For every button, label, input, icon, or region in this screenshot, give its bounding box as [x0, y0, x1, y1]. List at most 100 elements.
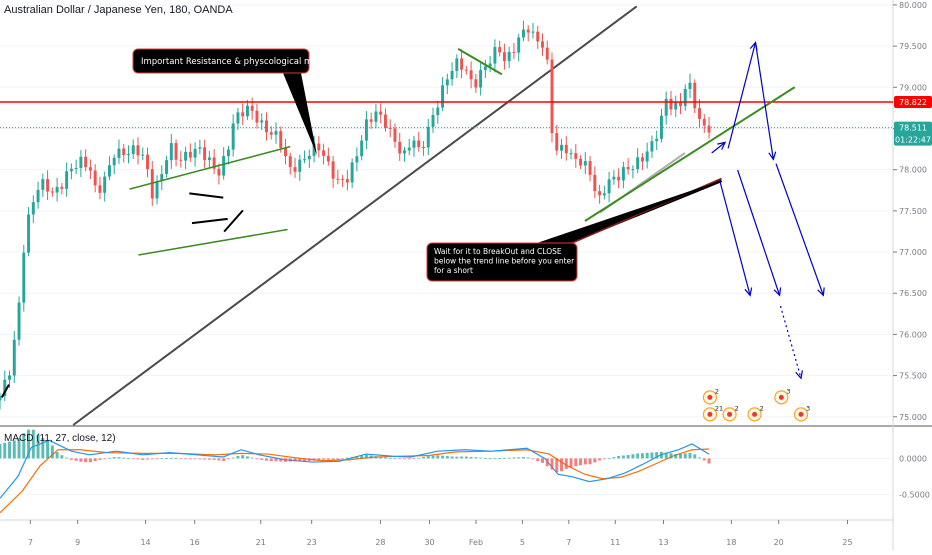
- channel-lower-line: [138, 228, 288, 256]
- macd-histogram-bar: [455, 456, 459, 459]
- macd-histogram-bar: [698, 457, 701, 459]
- macd-signal-line: [0, 448, 710, 514]
- candle-body: [707, 125, 711, 133]
- macd-line: [0, 439, 710, 499]
- macd-histogram-bar: [150, 458, 154, 460]
- macd-histogram-bar: [464, 456, 468, 459]
- candle-body: [0, 396, 2, 401]
- candle-body: [203, 147, 207, 161]
- macd-histogram-bar: [398, 458, 402, 460]
- event-badge-count: 2: [715, 387, 719, 395]
- macd-histogram-bar: [407, 458, 411, 460]
- candle-body: [698, 108, 701, 119]
- candle-body: [269, 132, 273, 135]
- candle-body: [141, 154, 145, 156]
- macd-indicator-label[interactable]: MACD (11, 27, close, 12): [4, 433, 116, 444]
- macd-histogram-bar: [431, 455, 435, 459]
- candle-body: [260, 120, 264, 123]
- macd-histogram-bar: [655, 452, 659, 459]
- macd-histogram-bar: [417, 457, 421, 459]
- projection-arrow-shaft: [711, 141, 726, 154]
- bar-countdown-text: 01:22:47: [895, 136, 931, 145]
- macd-histogram-bar: [669, 453, 673, 459]
- macd-histogram-bar: [488, 458, 492, 460]
- candle-body: [536, 31, 540, 42]
- macd-histogram-bar: [69, 458, 73, 460]
- macd-histogram-bar: [493, 458, 497, 460]
- candle-body: [255, 110, 259, 123]
- candle-body: [383, 114, 387, 128]
- macd-histogram-bar: [17, 438, 21, 459]
- projection-arrow-shaft: [719, 180, 751, 296]
- macd-histogram-bar: [184, 458, 188, 460]
- x-tick-label: 30: [424, 538, 434, 547]
- x-tick-label: 23: [307, 538, 317, 547]
- candle-body: [426, 126, 430, 148]
- macd-histogram-bar: [160, 458, 164, 460]
- projection-arrows: [711, 41, 825, 380]
- ascending-trend-line: [584, 86, 796, 222]
- candle-body: [417, 140, 421, 148]
- macd-histogram-bar: [265, 458, 268, 461]
- macd-histogram-bar: [674, 453, 678, 459]
- y-tick-label: 75.000: [899, 413, 927, 422]
- macd-histogram-bar: [460, 456, 464, 459]
- macd-histogram-bar: [479, 457, 483, 459]
- macd-histogram-bar: [93, 458, 97, 462]
- candle-body: [455, 58, 459, 71]
- candle-body: [136, 145, 140, 156]
- candle-body: [79, 156, 83, 169]
- candle-body: [165, 160, 169, 175]
- candle-body: [564, 144, 568, 154]
- projection-arrow-head: [773, 287, 782, 297]
- candle-body: [198, 147, 202, 149]
- projection-arrow-shaft: [727, 42, 757, 149]
- breakout-note-text: below the trend line before you enter: [434, 257, 575, 266]
- candle-body: [345, 179, 349, 183]
- candle-body: [450, 70, 454, 80]
- macd-histogram-bar: [165, 457, 169, 459]
- candlesticks: [0, 20, 711, 410]
- macd-histogram-bar: [450, 456, 454, 459]
- macd-histogram: [0, 429, 711, 473]
- candle-body: [55, 186, 59, 193]
- candle-body: [188, 151, 192, 158]
- macd-histogram-bar: [474, 457, 478, 459]
- event-badge-dot: [752, 411, 758, 417]
- time-axis: 7 9 14 16 21 23 28 30 Feb 5 7 11 13 18 20 25: [28, 520, 853, 547]
- macd-histogram-bar: [288, 458, 292, 462]
- macd-histogram-bar: [374, 456, 378, 459]
- candle-body: [683, 89, 687, 106]
- x-tick-label: 7: [566, 538, 571, 547]
- event-badge-count: 2: [760, 404, 764, 412]
- candle-body: [17, 302, 21, 340]
- macd-histogram-bar: [569, 458, 573, 468]
- macd-histogram-bar: [412, 458, 416, 460]
- projection-arrow-head: [795, 370, 803, 380]
- macd-histogram-bar: [127, 458, 130, 460]
- rising-trend-line: [72, 5, 638, 426]
- macd-histogram-bar: [350, 456, 354, 459]
- macd-histogram-bar: [564, 458, 568, 469]
- candle-body: [117, 148, 121, 158]
- macd-histogram-bar: [226, 458, 230, 460]
- macd-histogram-bar: [8, 441, 11, 459]
- candle-body: [598, 191, 602, 196]
- candle-body: [179, 159, 183, 161]
- breakout-note-text: for a short: [434, 266, 473, 275]
- candle-body: [688, 82, 692, 90]
- candle-body: [669, 98, 673, 110]
- candle-body: [626, 167, 630, 170]
- candle-body: [431, 114, 435, 127]
- macd-histogram-bar: [650, 452, 654, 459]
- macd-histogram-bar: [317, 458, 321, 460]
- macd-histogram-bar: [22, 433, 26, 459]
- candle-body: [650, 141, 654, 152]
- macd-histogram-bar: [27, 429, 31, 459]
- macd-histogram-bar: [36, 434, 40, 459]
- macd-histogram-bar: [174, 458, 178, 460]
- candle-body: [341, 178, 345, 180]
- candle-body: [379, 111, 383, 115]
